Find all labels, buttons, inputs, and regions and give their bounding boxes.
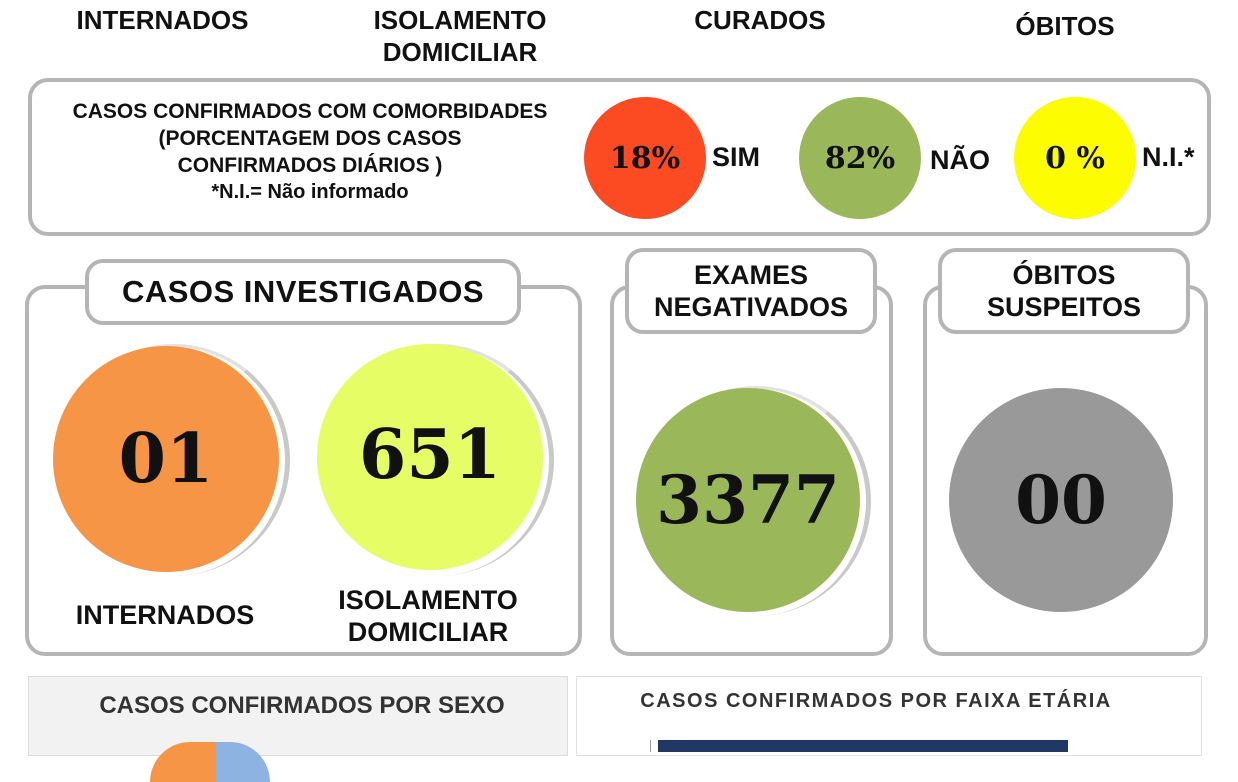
- isolamento-circle: 651: [317, 344, 543, 570]
- header-curados: CURADOS: [694, 5, 826, 35]
- exames-title-line-1: EXAMES: [693, 260, 809, 290]
- comorbidade-nao-circle: 82%: [799, 97, 921, 219]
- exames-circle-shadow: [641, 386, 871, 616]
- sexo-chart-title: CASOS CONFIRMADOS POR SEXO: [99, 692, 505, 719]
- comorbidade-nao-value: 82%: [824, 140, 896, 176]
- header-isolamento-domiciliar: ISOLAMENTO DOMICILIAR: [373, 5, 547, 67]
- comorbidade-nao-label: NÃO: [930, 145, 990, 175]
- exames-negativados-value: 3377: [656, 461, 840, 539]
- comorbidades-footnote: *N.I.= Não informado: [211, 181, 409, 203]
- obitos-suspeitos-value: 00: [1015, 461, 1107, 539]
- obitos-suspeitos-title-line-2: SUSPEITOS: [986, 292, 1142, 322]
- comorbidade-sim-label: SIM: [712, 142, 761, 172]
- internados-label: INTERNADOS: [75, 600, 255, 630]
- header-internados: INTERNADOS: [76, 5, 249, 35]
- internados-circle-shadow: [58, 344, 290, 576]
- internados-circle: 01: [53, 346, 279, 572]
- comorbidades-description: CASOS CONFIRMADOS COM COMORBIDADES (PORC…: [36, 98, 584, 206]
- isolamento-label-line-1: ISOLAMENTO: [338, 585, 518, 615]
- obitos-suspeitos-circle: 00: [949, 388, 1173, 612]
- isolamento-label-line-2: DOMICILIAR: [347, 617, 509, 647]
- comorbidades-subtitle-2: CONFIRMADOS DIÁRIOS ): [177, 154, 443, 177]
- isolamento-value: 651: [359, 415, 501, 495]
- exames-negativados-title: EXAMES NEGATIVADOS: [625, 248, 877, 334]
- comorbidade-ni-value: 0 %: [1045, 140, 1105, 176]
- comorbidade-ni-circle: 0 %: [1014, 97, 1136, 219]
- exames-negativados-circle: 3377: [636, 388, 860, 612]
- comorbidade-ni-label: N.I.*: [1142, 142, 1195, 172]
- obitos-suspeitos-title-line-1: ÓBITOS: [1012, 260, 1116, 290]
- comorbidade-sim-circle: 18%: [584, 97, 706, 219]
- faixa-axis-line: [650, 740, 651, 752]
- sexo-pie-fragment: [150, 742, 270, 782]
- obitos-suspeitos-title: ÓBITOS SUSPEITOS: [938, 248, 1190, 334]
- faixa-chart-title: CASOS CONFIRMADOS POR FAIXA ETÁRIA: [640, 690, 1112, 712]
- isolamento-label: ISOLAMENTO DOMICILIAR: [318, 584, 538, 648]
- comorbidades-title: CASOS CONFIRMADOS COM COMORBIDADES: [72, 100, 548, 123]
- casos-investigados-title: CASOS INVESTIGADOS: [85, 259, 521, 325]
- header-obitos: ÓBITOS: [1015, 11, 1115, 41]
- internados-value: 01: [118, 419, 214, 499]
- comorbidade-sim-value: 18%: [609, 140, 681, 176]
- exames-title-line-2: NEGATIVADOS: [653, 292, 848, 322]
- comorbidades-subtitle-1: (PORCENTAGEM DOS CASOS: [158, 127, 462, 150]
- casos-investigados-title-text: CASOS INVESTIGADOS: [121, 274, 485, 309]
- faixa-bar-fragment: [658, 740, 1068, 752]
